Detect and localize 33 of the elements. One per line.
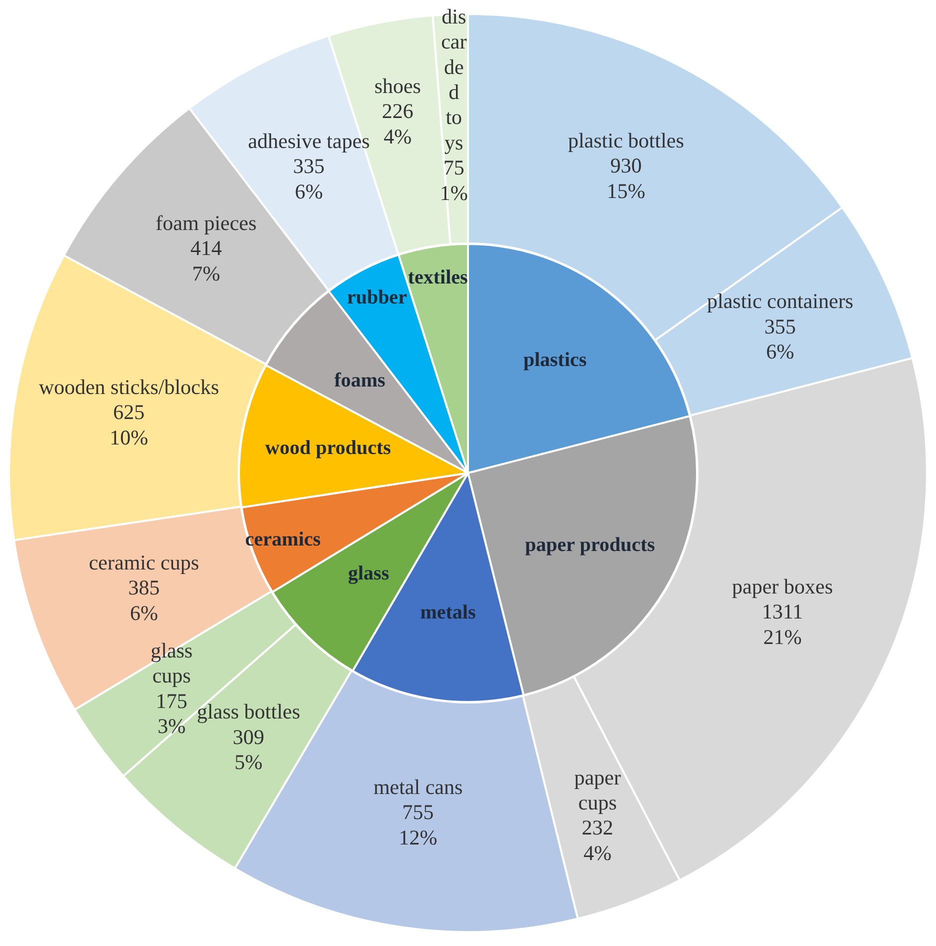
slice-label: foams xyxy=(334,369,386,392)
slice-label: metal cans xyxy=(373,774,463,799)
slice-label: wooden sticks/blocks xyxy=(38,374,220,399)
data-label: 1311 21% xyxy=(762,600,804,649)
data-label: 355 6% xyxy=(764,314,796,364)
data-label: 232 4% xyxy=(582,816,614,865)
slice-label: shoes xyxy=(374,74,421,98)
data-label: 755 12% xyxy=(398,800,438,850)
slice-label: discarded toys xyxy=(441,4,467,154)
data-label: 175 3% xyxy=(156,688,188,738)
data-label: 625 10% xyxy=(110,400,148,450)
slice-label: paper boxes xyxy=(732,574,833,598)
slice-label: plastics xyxy=(523,348,587,371)
data-label: 414 7% xyxy=(190,236,222,286)
slice-label: paper cups xyxy=(574,765,621,815)
slice-label: wood products xyxy=(265,437,392,460)
data-label: 75 1% xyxy=(440,156,468,205)
slice-label: foam pieces xyxy=(156,210,257,235)
slice-label: metals xyxy=(420,602,476,624)
data-label: 226 4% xyxy=(382,99,414,148)
slice-label: rubber xyxy=(346,286,408,309)
slice-label: plastic bottles xyxy=(568,128,684,152)
slice-label: glass xyxy=(348,562,390,585)
slice-label: paper products xyxy=(525,534,656,556)
data-label: 930 15% xyxy=(606,154,646,203)
slice-label: glass cups xyxy=(150,638,193,688)
slice-label: plastic containers xyxy=(706,289,854,314)
data-label: 335 6% xyxy=(293,154,325,204)
data-label: 309 5% xyxy=(232,724,264,774)
data-label: 385 6% xyxy=(128,576,160,625)
slice-label: glass bottles xyxy=(196,700,300,724)
slice-label: ceramic cups xyxy=(88,550,200,575)
slice-label: adhesive tapes xyxy=(248,129,370,154)
